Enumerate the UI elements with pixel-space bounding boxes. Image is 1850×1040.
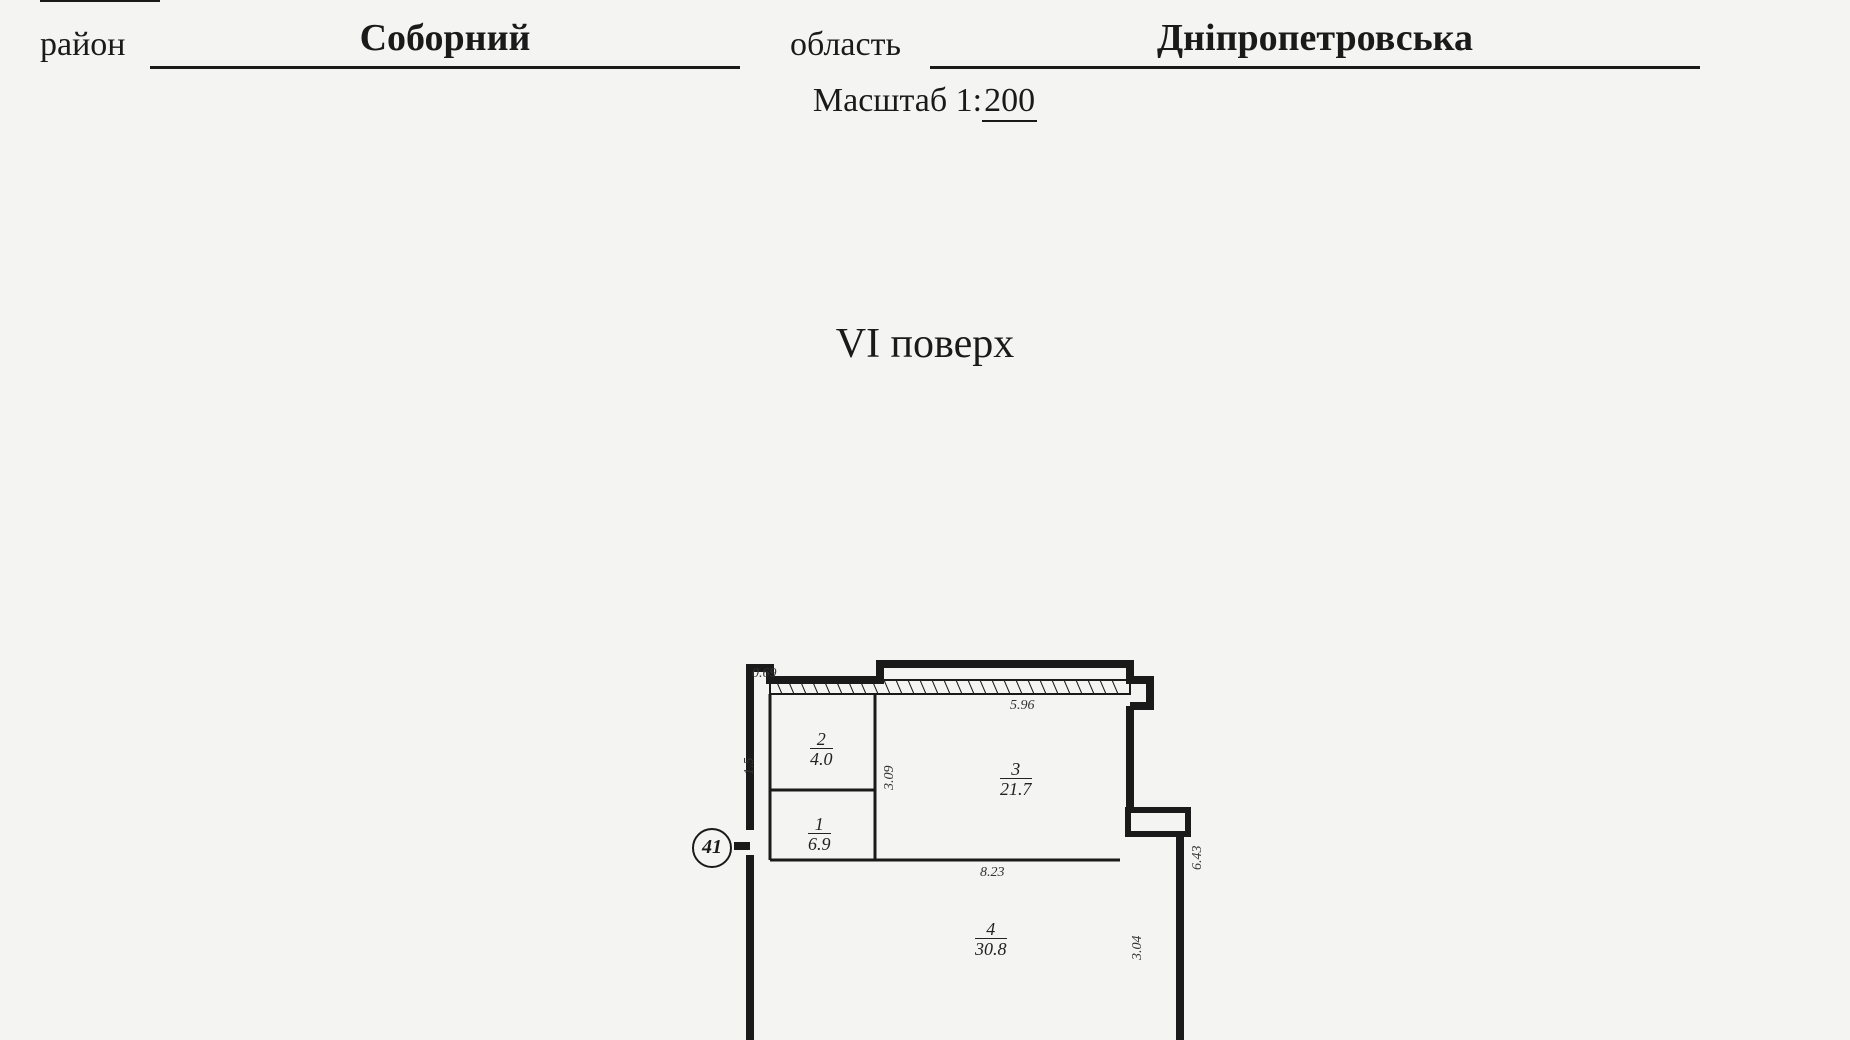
- dim-mid-bottom: 8.23: [980, 865, 1005, 881]
- room-3-area: 21.7: [1000, 779, 1032, 798]
- room-label-3: 3 21.7: [1000, 760, 1032, 798]
- region-label: область: [790, 26, 901, 64]
- dim-right-v1: 6.43: [1190, 846, 1206, 871]
- room-4-num: 4: [975, 920, 1007, 939]
- region-underline: [930, 66, 1700, 69]
- room-label-2: 2 4.0: [810, 730, 833, 768]
- dim-mid-v: 3.09: [882, 766, 898, 791]
- room-1-num: 1: [808, 815, 831, 834]
- dim-top-right: 5.96: [1010, 698, 1035, 714]
- floor-plan: 41 2 4.0 1 6.9 3 21.7 4 30.8 5.96 0.69 3…: [690, 660, 1250, 1040]
- district-label: район: [40, 26, 125, 64]
- room-2-num: 2: [810, 730, 833, 749]
- scale-row: Масштаб 1:200: [0, 82, 1850, 122]
- room-3-num: 3: [1000, 760, 1032, 779]
- region-value: Дніпропетровська: [930, 16, 1700, 60]
- dim-top-left: 0.69: [752, 666, 777, 682]
- room-4-area: 30.8: [975, 939, 1007, 958]
- room-1-area: 6.9: [808, 834, 831, 853]
- apartment-number-badge: 41: [692, 828, 732, 868]
- floor-plan-svg: [690, 660, 1250, 1040]
- document-page: район Соборний область Дніпропетровська …: [0, 0, 1850, 1040]
- room-2-area: 4.0: [810, 749, 833, 768]
- floor-title: VІ поверх: [0, 320, 1850, 368]
- room-label-4: 4 30.8: [975, 920, 1007, 958]
- district-underline: [150, 66, 740, 69]
- dim-left-v: 1.5: [742, 758, 758, 776]
- scale-value: 200: [982, 82, 1037, 122]
- district-value: Соборний: [150, 16, 740, 60]
- scale-label: Масштаб 1:: [813, 82, 982, 120]
- room-label-1: 1 6.9: [808, 815, 831, 853]
- dim-right-v2: 3.04: [1130, 936, 1146, 961]
- cutoff-underline: [40, 0, 160, 2]
